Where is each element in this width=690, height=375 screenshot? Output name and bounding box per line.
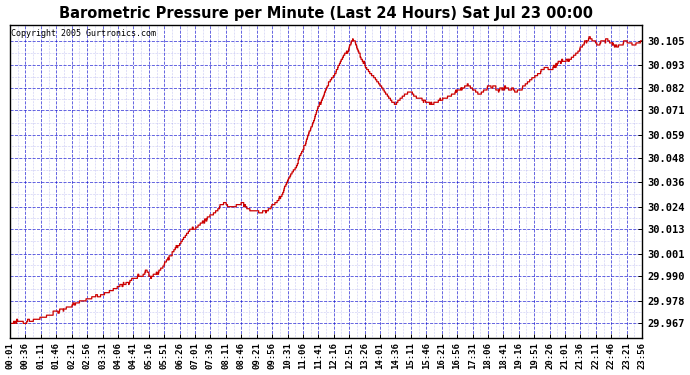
Text: Copyright 2005 Gurtronics.com: Copyright 2005 Gurtronics.com (11, 29, 157, 38)
Title: Barometric Pressure per Minute (Last 24 Hours) Sat Jul 23 00:00: Barometric Pressure per Minute (Last 24 … (59, 6, 593, 21)
